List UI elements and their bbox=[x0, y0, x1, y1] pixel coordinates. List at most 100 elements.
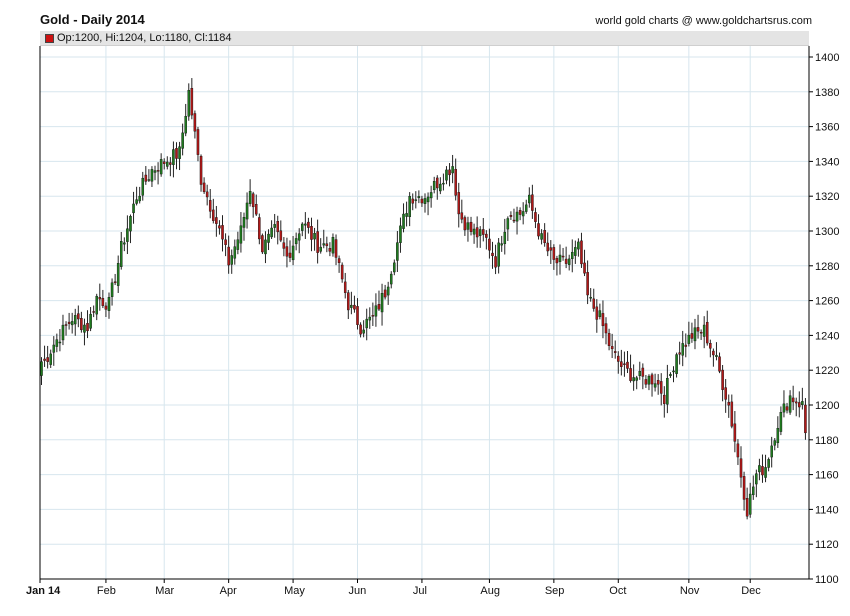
candle-up bbox=[110, 282, 114, 297]
candle-up bbox=[233, 246, 237, 259]
x-tick-label: May bbox=[284, 585, 305, 597]
y-tick-label: 1260 bbox=[815, 296, 839, 308]
candle-down bbox=[377, 304, 381, 310]
candle-down bbox=[531, 194, 534, 211]
candle-down bbox=[347, 292, 350, 311]
candle-up bbox=[138, 195, 141, 202]
candle-down bbox=[435, 177, 439, 189]
candle-up bbox=[267, 233, 270, 243]
candle-up bbox=[147, 179, 151, 181]
candle-down bbox=[101, 298, 105, 306]
candle-up bbox=[693, 327, 697, 342]
candle-down bbox=[383, 289, 387, 298]
candle-up bbox=[304, 223, 307, 226]
candle-down bbox=[745, 498, 749, 517]
candle-down bbox=[328, 248, 332, 252]
candle-up bbox=[83, 324, 86, 333]
candles bbox=[40, 78, 807, 520]
candle-down bbox=[371, 315, 375, 317]
candle-down bbox=[282, 242, 286, 249]
candle-down bbox=[469, 221, 473, 232]
y-tick-label: 1160 bbox=[815, 470, 839, 482]
candle-down bbox=[617, 355, 620, 362]
candle-down bbox=[650, 374, 654, 385]
candle-down bbox=[742, 476, 746, 500]
candle-up bbox=[429, 192, 433, 199]
candle-up bbox=[368, 316, 372, 321]
candle-down bbox=[736, 443, 740, 458]
candle-up bbox=[417, 196, 421, 199]
candle-down bbox=[663, 394, 666, 404]
candle-down bbox=[718, 356, 721, 372]
candle-up bbox=[396, 242, 399, 261]
candle-down bbox=[512, 219, 516, 222]
candle-up bbox=[291, 245, 295, 261]
candle-down bbox=[460, 212, 464, 220]
candle-up bbox=[248, 190, 252, 204]
candle-down bbox=[509, 215, 513, 217]
candle-up bbox=[362, 329, 365, 334]
candle-down bbox=[215, 217, 218, 224]
candle-down bbox=[175, 148, 178, 159]
candle-down bbox=[227, 246, 230, 266]
candle-up bbox=[782, 403, 786, 413]
chart-title: Gold - Daily 2014 bbox=[40, 12, 145, 27]
candle-up bbox=[540, 233, 543, 240]
candle-up bbox=[764, 467, 767, 478]
candle-down bbox=[212, 209, 215, 221]
candle-up bbox=[49, 353, 52, 365]
candle-up bbox=[414, 199, 418, 201]
candle-down bbox=[202, 182, 206, 193]
candle-down bbox=[67, 321, 71, 324]
candle-up bbox=[801, 401, 804, 405]
candle-up bbox=[752, 486, 755, 496]
candle-down bbox=[288, 252, 292, 258]
candle-down bbox=[156, 170, 160, 172]
x-tick-label: Apr bbox=[220, 585, 237, 597]
candle-down bbox=[644, 379, 648, 385]
candle-down bbox=[254, 204, 258, 215]
candle-up bbox=[386, 286, 390, 296]
candle-down bbox=[537, 223, 540, 237]
candle-up bbox=[632, 377, 635, 382]
candle-up bbox=[322, 243, 326, 246]
candle-down bbox=[798, 402, 801, 408]
candle-down bbox=[208, 200, 212, 212]
candle-up bbox=[141, 177, 145, 196]
x-tick-label: Jun bbox=[349, 585, 367, 597]
candle-down bbox=[343, 281, 347, 293]
candle-up bbox=[451, 166, 454, 174]
candle-down bbox=[353, 304, 356, 310]
candle-up bbox=[294, 238, 298, 245]
candle-down bbox=[334, 239, 338, 258]
candle-up bbox=[123, 242, 126, 245]
candle-down bbox=[659, 381, 663, 394]
candle-up bbox=[466, 222, 470, 230]
candle-down bbox=[724, 387, 727, 400]
candle-up bbox=[524, 204, 528, 212]
candle-down bbox=[586, 272, 589, 296]
candle-down bbox=[285, 246, 289, 257]
candle-up bbox=[521, 211, 525, 217]
candle-down bbox=[705, 321, 709, 344]
candle-down bbox=[561, 255, 565, 258]
x-tick-label: Feb bbox=[97, 585, 116, 597]
candle-down bbox=[43, 358, 46, 361]
candle-down bbox=[482, 229, 485, 235]
x-tick-label: Jan 14 bbox=[26, 585, 61, 597]
candle-up bbox=[647, 375, 651, 385]
candle-up bbox=[178, 146, 181, 159]
candle-down bbox=[607, 333, 611, 347]
candle-up bbox=[405, 213, 408, 217]
y-tick-label: 1280 bbox=[815, 261, 839, 273]
candle-down bbox=[310, 226, 313, 240]
candle-up bbox=[672, 370, 675, 373]
y-tick-label: 1240 bbox=[815, 330, 839, 342]
candle-down bbox=[730, 401, 734, 427]
candle-down bbox=[337, 258, 341, 263]
chart-grid bbox=[40, 46, 809, 580]
candle-up bbox=[669, 374, 672, 376]
candle-up bbox=[319, 246, 322, 252]
candle-down bbox=[604, 323, 608, 334]
